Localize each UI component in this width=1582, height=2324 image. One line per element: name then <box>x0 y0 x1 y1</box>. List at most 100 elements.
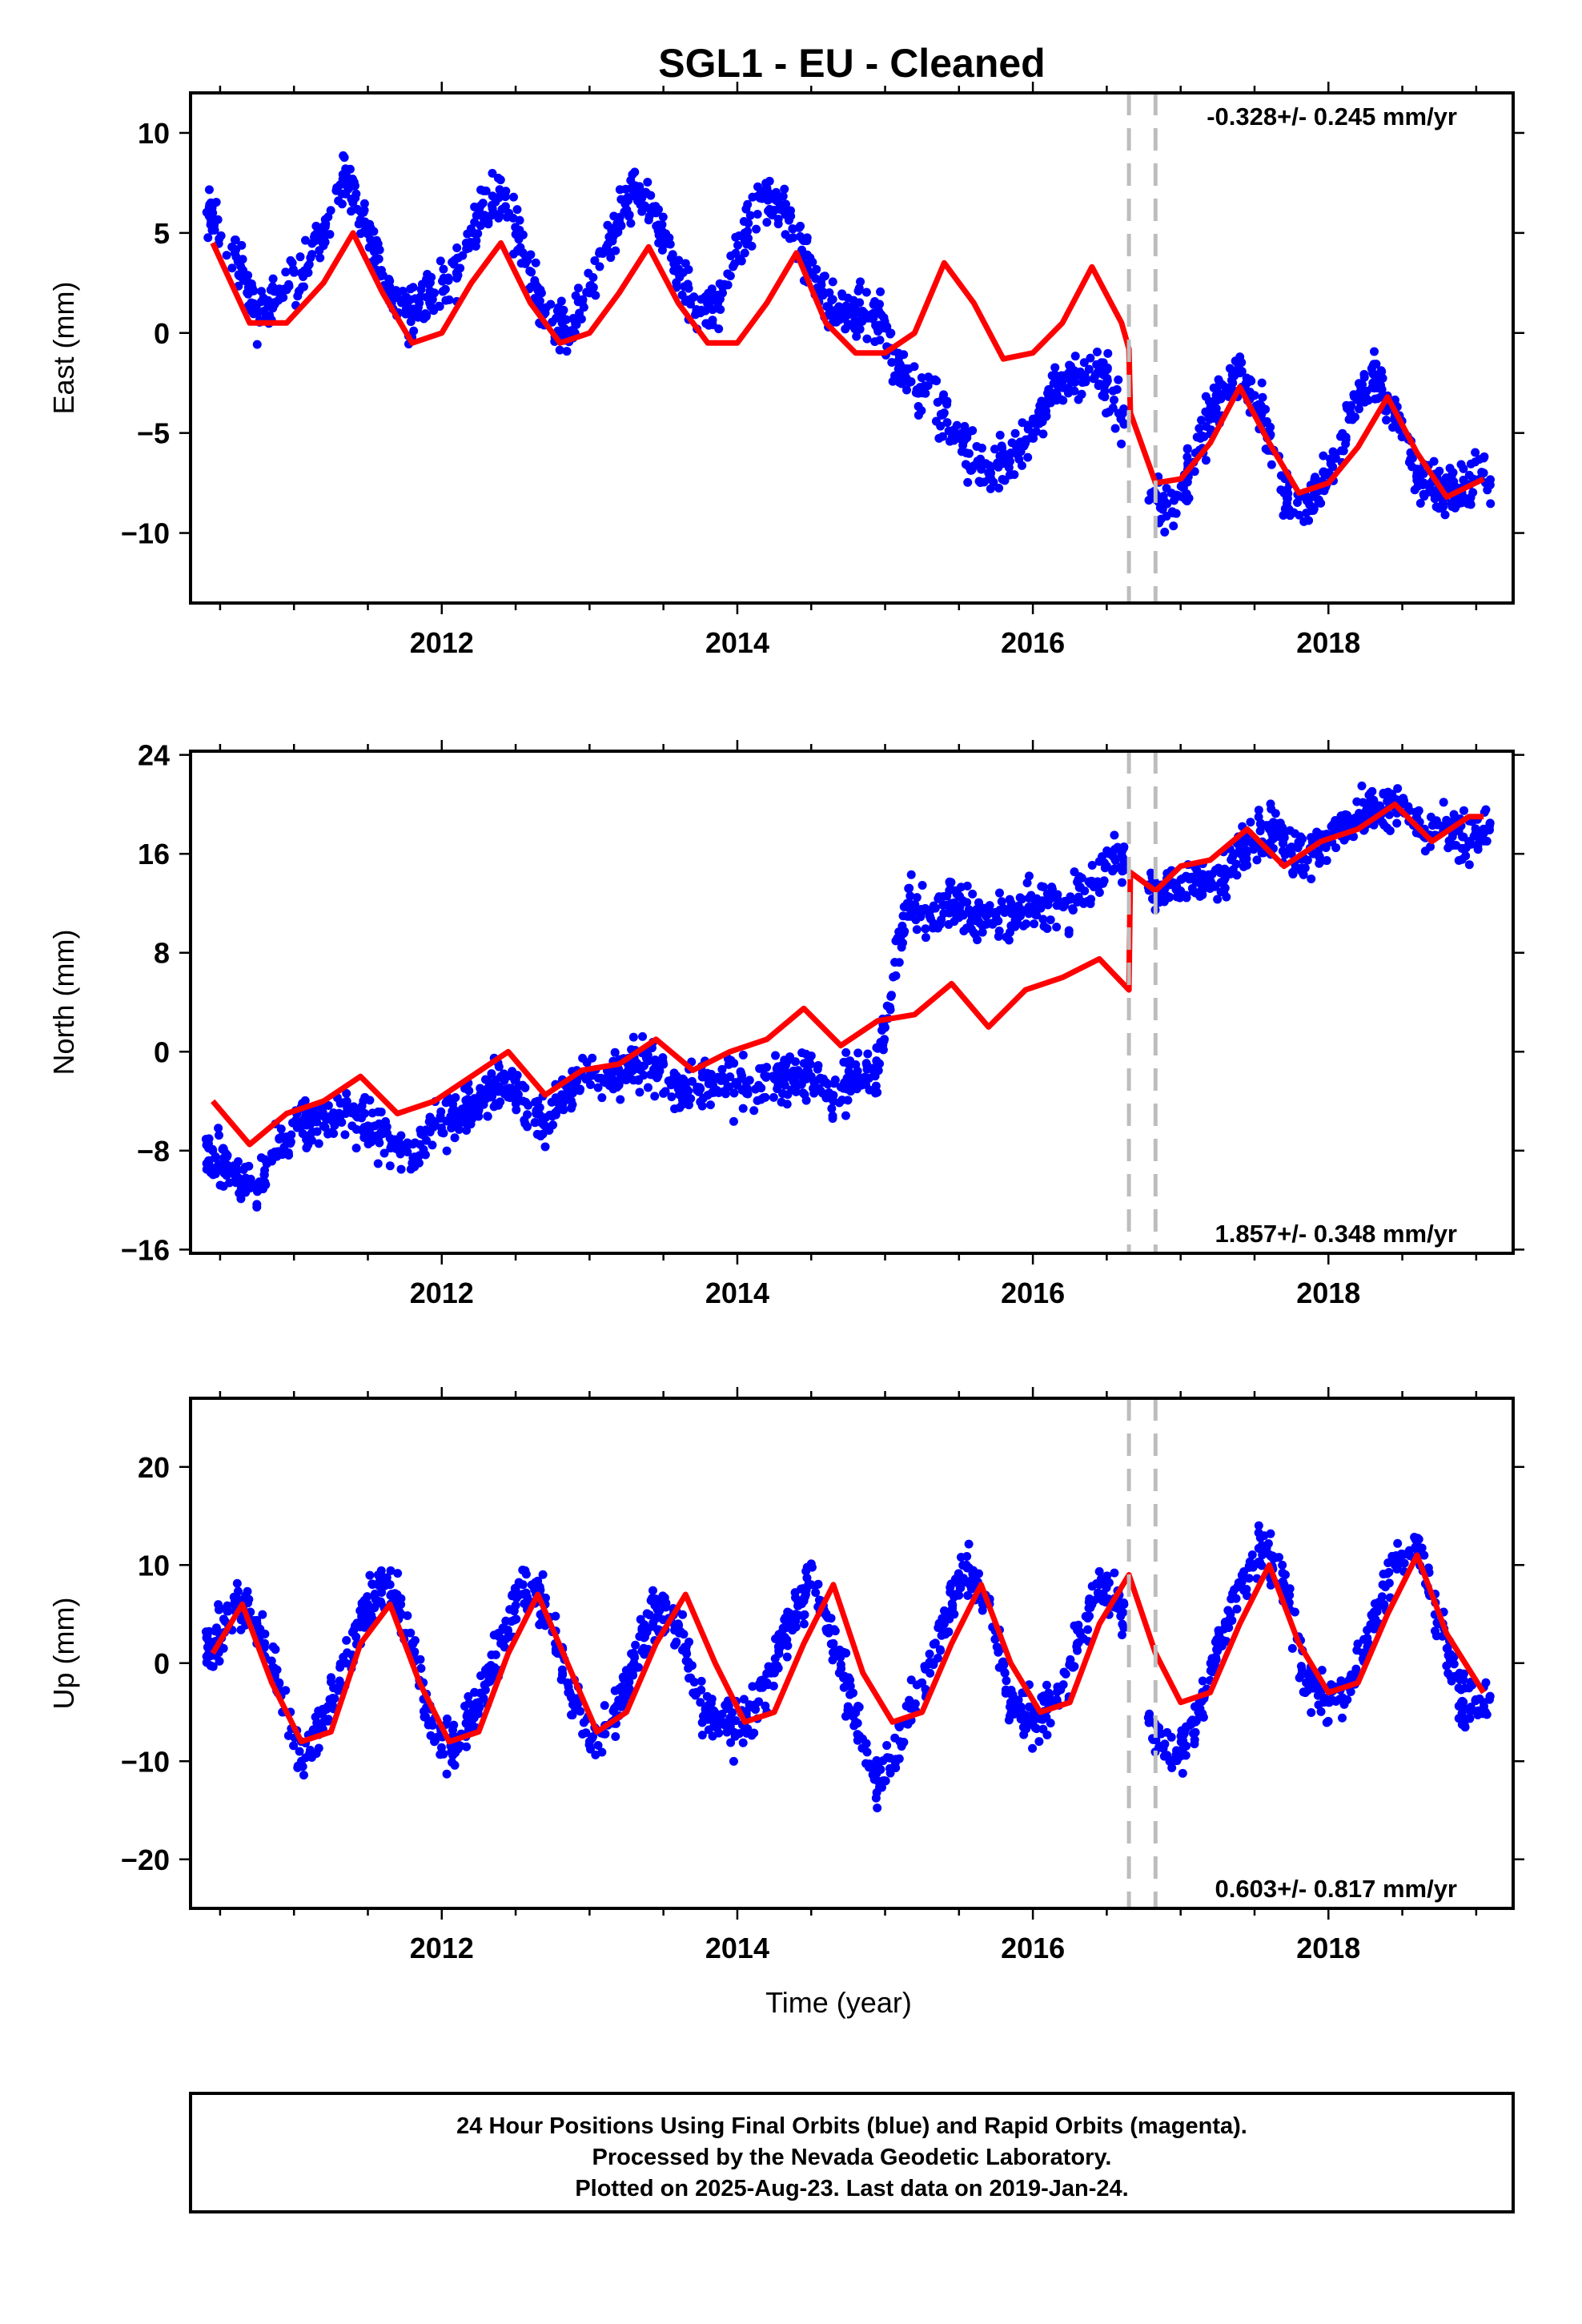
observed-point <box>474 1098 484 1108</box>
observed-point <box>697 295 706 304</box>
observed-point <box>225 1178 235 1188</box>
observed-point <box>934 1618 944 1628</box>
observed-point <box>1254 806 1263 815</box>
observed-point <box>370 255 379 265</box>
observed-point <box>632 1059 641 1068</box>
observed-point <box>760 1071 769 1080</box>
observed-point <box>853 1719 862 1728</box>
observed-point <box>830 309 840 319</box>
observed-point <box>823 1613 833 1622</box>
x-axis-title: Time (year) <box>765 1986 912 2019</box>
observed-point <box>1352 1646 1362 1655</box>
observed-point <box>1457 1719 1467 1729</box>
observed-point <box>937 915 946 924</box>
observed-point <box>1197 416 1207 425</box>
observed-point <box>1393 784 1403 794</box>
observed-point <box>1449 1652 1459 1662</box>
y-tick-label: 24 <box>138 739 170 772</box>
y-tick-label: −20 <box>121 1844 170 1876</box>
observed-point <box>1297 1665 1307 1675</box>
observed-point <box>460 1701 470 1711</box>
observed-point <box>1116 414 1126 424</box>
observed-point <box>512 1071 522 1080</box>
observed-point <box>972 905 982 915</box>
observed-point <box>1220 1618 1230 1628</box>
observed-point <box>977 464 986 474</box>
observed-point <box>1357 781 1367 790</box>
observed-point <box>470 202 480 211</box>
observed-point <box>295 1747 304 1756</box>
observed-point <box>369 1132 379 1142</box>
observed-point <box>1290 1607 1299 1617</box>
observed-point <box>1258 1550 1267 1560</box>
observed-point <box>568 1080 577 1090</box>
observed-point <box>1328 1696 1338 1706</box>
observed-point <box>1195 432 1204 441</box>
observed-point <box>781 1623 790 1633</box>
observed-point <box>1160 1739 1170 1749</box>
observed-point <box>644 1056 653 1066</box>
observed-point <box>406 1164 416 1174</box>
observed-point <box>214 1124 223 1133</box>
observed-point <box>1303 1686 1312 1695</box>
observed-point <box>1052 923 1062 932</box>
observed-point <box>684 1674 693 1683</box>
observed-point <box>203 1139 213 1148</box>
observed-point <box>286 1139 295 1148</box>
observed-point <box>1459 832 1468 842</box>
observed-point <box>1156 1729 1166 1739</box>
observed-point <box>937 411 946 420</box>
x-tick-label: 2012 <box>410 626 474 659</box>
observed-point <box>488 168 497 178</box>
observed-point <box>830 1645 840 1655</box>
observed-point <box>611 246 620 255</box>
observed-point <box>357 1598 367 1608</box>
observed-point <box>1481 1678 1491 1687</box>
observed-point <box>398 287 408 296</box>
observed-point <box>444 295 454 304</box>
observed-point <box>852 332 861 341</box>
observed-point <box>876 287 885 296</box>
observed-point <box>249 309 259 319</box>
observed-point <box>539 304 548 314</box>
observed-point <box>1319 451 1328 460</box>
observed-point <box>929 1658 938 1667</box>
observed-point <box>223 1160 232 1170</box>
observed-point <box>1078 897 1088 907</box>
observed-point <box>299 1771 308 1780</box>
observed-point <box>1380 1582 1390 1592</box>
observed-point <box>342 1088 351 1098</box>
observed-point <box>593 1741 603 1751</box>
observed-point <box>901 385 911 395</box>
observed-point <box>829 1079 839 1088</box>
x-tick-label: 2018 <box>1296 626 1360 659</box>
observed-point <box>402 1142 412 1152</box>
observed-point <box>1341 439 1351 448</box>
observed-point <box>428 295 437 304</box>
observed-point <box>771 1634 781 1643</box>
observed-point <box>466 238 476 247</box>
observed-point <box>844 310 853 320</box>
observed-point <box>1266 1580 1275 1590</box>
observed-point <box>315 253 325 263</box>
observed-point <box>695 1083 705 1092</box>
observed-point <box>687 1076 697 1086</box>
observed-point <box>900 927 909 936</box>
observed-point <box>725 1713 735 1723</box>
observed-point <box>945 877 954 887</box>
observed-point <box>621 1691 631 1700</box>
north-model-line <box>211 801 1484 1148</box>
observed-point <box>976 478 986 488</box>
observed-point <box>1042 1680 1051 1690</box>
observed-point <box>252 1615 262 1625</box>
observed-point <box>869 1775 879 1784</box>
observed-point <box>1278 1560 1287 1570</box>
observed-point <box>1058 1680 1068 1690</box>
y-tick-label: 20 <box>138 1451 170 1484</box>
observed-point <box>956 1583 966 1593</box>
observed-point <box>1258 392 1267 402</box>
observed-point <box>495 185 504 195</box>
observed-point <box>1285 843 1295 853</box>
observed-point <box>473 229 483 239</box>
observed-point <box>1014 1695 1023 1705</box>
